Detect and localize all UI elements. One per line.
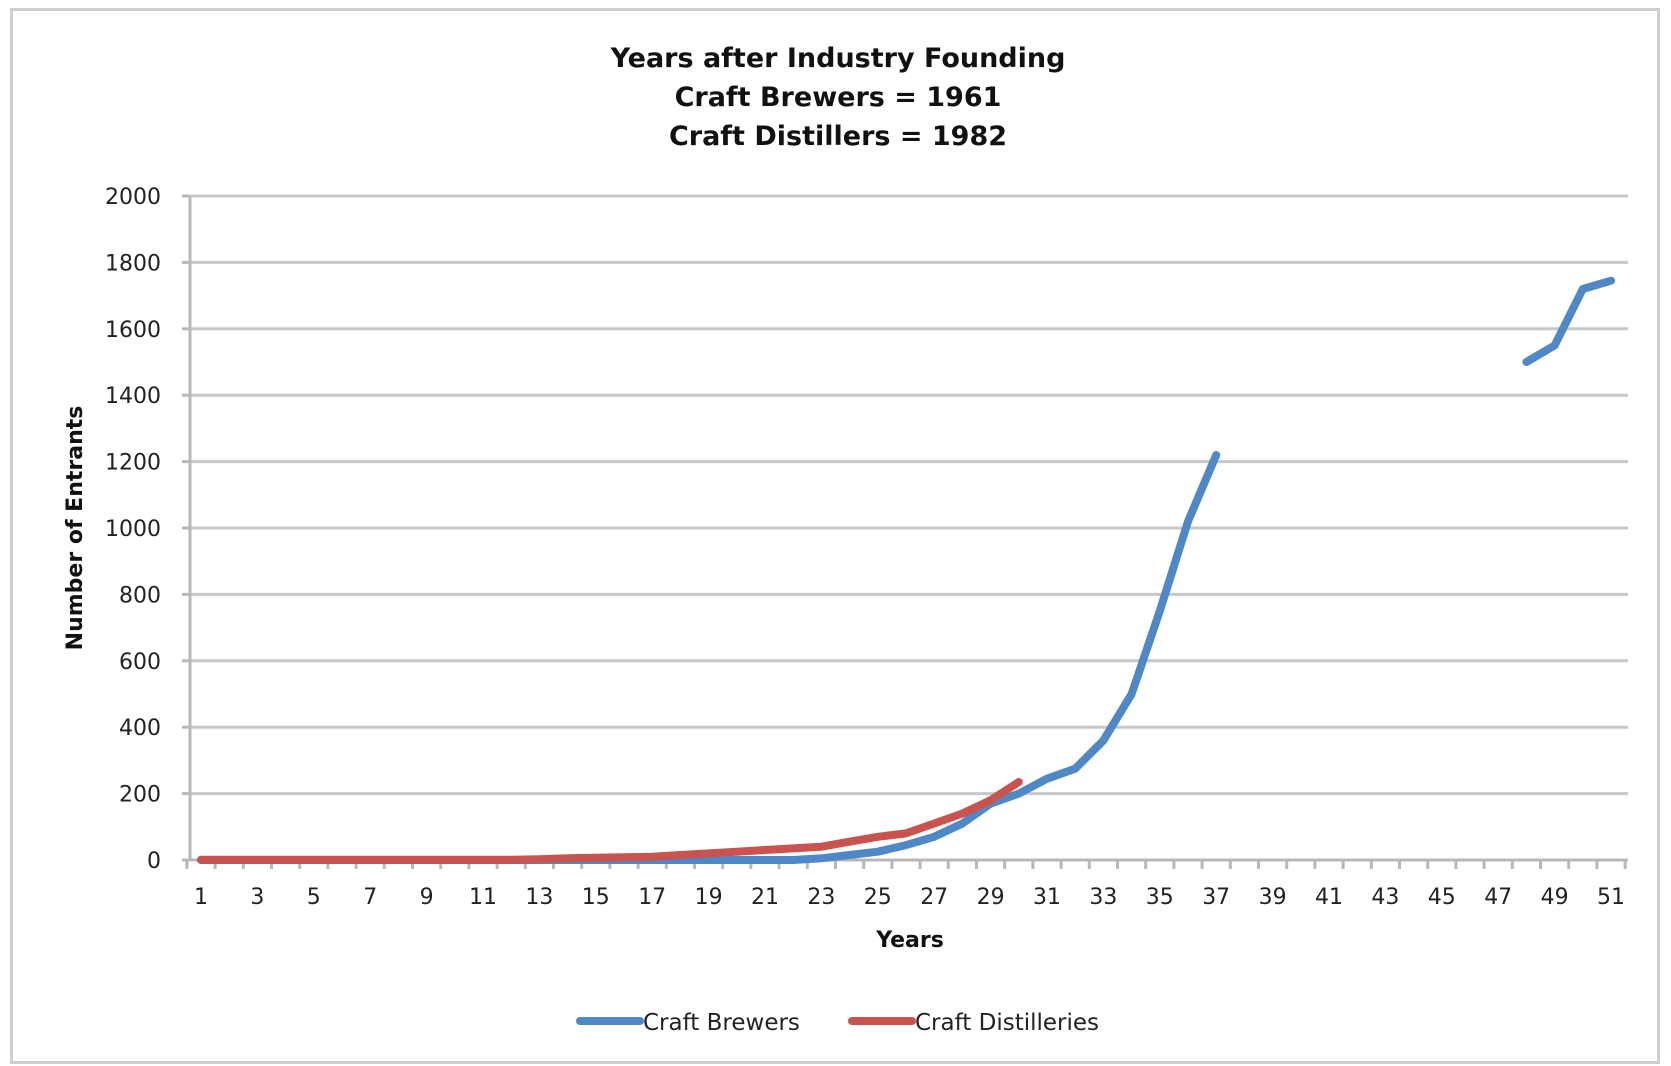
x-tick-label: 45 <box>1428 885 1456 910</box>
x-tick-label: 23 <box>807 885 835 910</box>
y-tick-labels: 0 200 400 600 800 1000 1200 1400 1600 1800 2000 <box>105 185 161 874</box>
axes <box>182 194 1628 869</box>
x-tick-label: 25 <box>864 885 892 910</box>
x-tick-label: 39 <box>1259 885 1287 910</box>
x-tick-label: 47 <box>1484 885 1512 910</box>
gridlines <box>190 194 1628 796</box>
x-tick-label: 35 <box>1146 885 1174 910</box>
chart-title-line-3: Craft Distillers = 1982 <box>669 121 1007 152</box>
y-tick-label: 800 <box>119 583 161 608</box>
y-tick-label: 1400 <box>105 384 161 409</box>
y-tick-label: 1600 <box>105 318 161 343</box>
x-tick-label: 19 <box>695 885 723 910</box>
chart-title: Years after Industry Founding Craft Brewe… <box>610 43 1066 152</box>
x-tick-label: 3 <box>250 885 264 910</box>
x-tick-labels: 1 3 5 7 9 11 13 15 17 19 21 23 25 27 29 31 33 35 37 39 41 43 4… <box>194 885 1625 910</box>
x-tick-label: 21 <box>751 885 779 910</box>
y-tick-label: 400 <box>119 716 161 741</box>
x-tick-label: 11 <box>469 885 497 910</box>
x-tick-label: 13 <box>525 885 553 910</box>
series-lines <box>197 276 1615 864</box>
x-tick-label: 27 <box>920 885 948 910</box>
series-line-craft-brewers <box>197 276 1615 864</box>
y-tick-label: 1200 <box>105 451 161 476</box>
legend: Craft Brewers Craft Distilleries <box>576 1010 1099 1036</box>
series-line-craft-distilleries <box>197 778 1023 864</box>
y-tick-label: 0 <box>147 849 161 874</box>
x-tick-label: 31 <box>1033 885 1061 910</box>
x-tick-label: 37 <box>1202 885 1230 910</box>
y-tick-label: 2000 <box>105 185 161 210</box>
legend-label-craft-distilleries: Craft Distilleries <box>915 1010 1099 1036</box>
y-tick-label: 200 <box>119 783 161 808</box>
x-tick-label: 5 <box>307 885 321 910</box>
legend-label-craft-brewers: Craft Brewers <box>643 1010 800 1036</box>
x-tick-label: 1 <box>194 885 208 910</box>
x-tick-label: 9 <box>420 885 434 910</box>
x-tick-label: 15 <box>582 885 610 910</box>
x-axis-label: Years <box>875 928 944 953</box>
x-tick-label: 49 <box>1541 885 1569 910</box>
y-tick-label: 600 <box>119 650 161 675</box>
x-tick-label: 51 <box>1597 885 1625 910</box>
chart-title-line-1: Years after Industry Founding <box>610 43 1066 74</box>
x-tick-label: 33 <box>1089 885 1117 910</box>
x-tick-label: 41 <box>1315 885 1343 910</box>
x-tick-label: 7 <box>363 885 377 910</box>
y-tick-label: 1800 <box>105 251 161 276</box>
y-tick-label: 1000 <box>105 517 161 542</box>
x-tick-label: 17 <box>638 885 666 910</box>
x-tick-label: 43 <box>1371 885 1399 910</box>
y-axis-label: Number of Entrants <box>63 406 88 651</box>
chart-frame <box>10 8 1660 1064</box>
chart-title-line-2: Craft Brewers = 1961 <box>675 82 1002 113</box>
x-tick-label: 29 <box>977 885 1005 910</box>
